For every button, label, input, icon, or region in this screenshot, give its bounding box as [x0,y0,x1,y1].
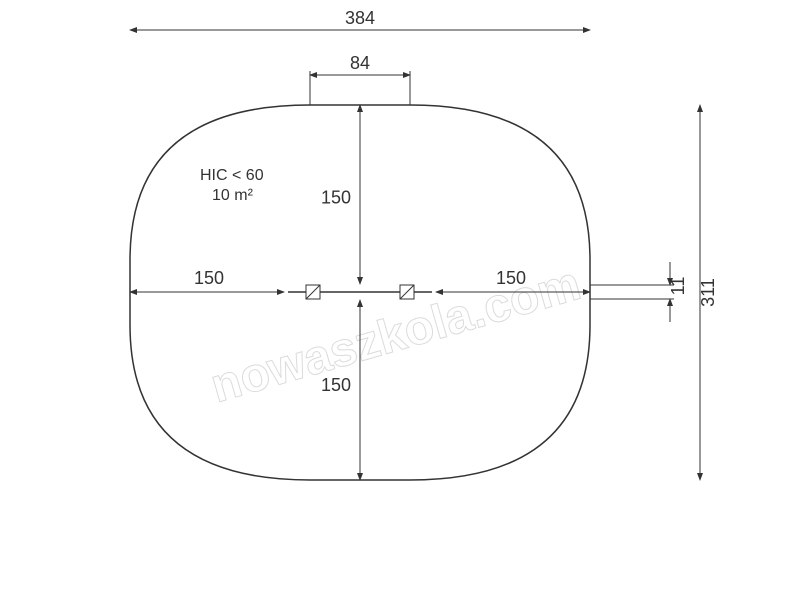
watermark-text: nowaszkola.com [205,257,586,413]
dim-right-half: 150 [496,268,526,288]
dim-total-width: 384 [345,8,375,28]
info-hic: HIC < 60 [200,167,264,184]
dim-bottom-half: 150 [321,375,351,395]
dim-top-half: 150 [321,188,351,208]
dim-total-height: 311 [698,278,718,307]
technical-drawing: nowaszkola.com 384 84 150 150 150 150 31… [0,0,800,600]
dim-left-half: 150 [194,268,224,288]
dim-small-gap: 11 [668,277,688,296]
info-area: 10 m² [212,187,254,204]
dim-center-width: 84 [350,53,370,73]
